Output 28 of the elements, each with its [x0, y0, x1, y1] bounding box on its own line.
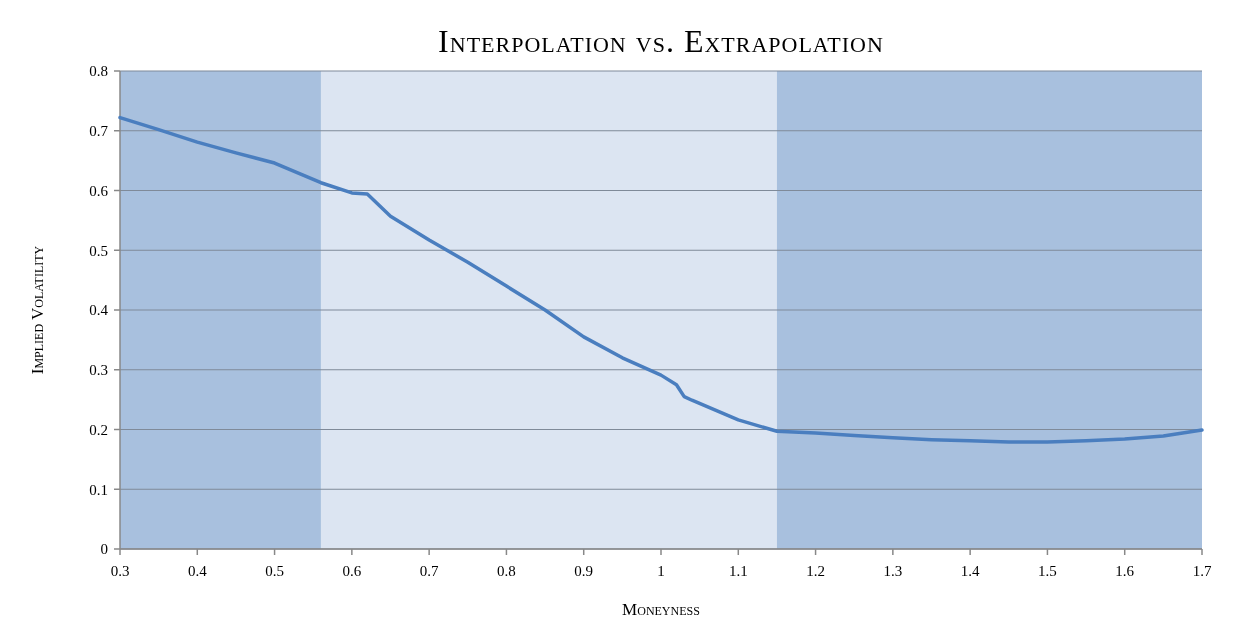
line-series [118, 115, 1204, 444]
x-tick-label: 1 [657, 563, 665, 579]
x-tick-label: 1.2 [806, 563, 825, 579]
y-axis-title: Implied Volatility [28, 245, 47, 375]
y-tick-label: 0.1 [89, 481, 108, 498]
x-tick-label: 1.4 [960, 563, 981, 579]
x-tick-label: 0.7 [419, 563, 440, 579]
y-tick-label: 0.8 [89, 63, 108, 80]
y-tick-label: 0.3 [89, 362, 108, 378]
y-tick-label: 0 [100, 541, 108, 558]
y-tick-label: 0.6 [89, 182, 109, 199]
chart-title: Interpolation vs. Extrapolation [438, 23, 884, 59]
x-tick-label: 1.6 [1115, 563, 1135, 579]
x-tick-label: 0.5 [265, 563, 284, 579]
x-tick-label: 0.9 [574, 563, 594, 579]
x-tick-label: 0.4 [187, 563, 208, 579]
x-axis-title: Moneyness [622, 600, 700, 619]
y-tick-label: 0.4 [89, 302, 109, 319]
x-tick-label: 1.7 [1192, 563, 1212, 579]
y-tick-label: 0.2 [89, 421, 108, 438]
y-tick-label: 0.5 [89, 242, 108, 259]
x-tick-label: 0.3 [110, 563, 130, 579]
x-tick-label: 1.1 [728, 563, 748, 579]
x-tick-label: 0.8 [497, 563, 516, 579]
y-tick-label: 0.7 [89, 123, 109, 139]
x-tick-label: 1.3 [883, 563, 903, 579]
x-tick-label: 1.5 [1038, 563, 1057, 579]
x-tick-label: 0.6 [342, 563, 362, 579]
